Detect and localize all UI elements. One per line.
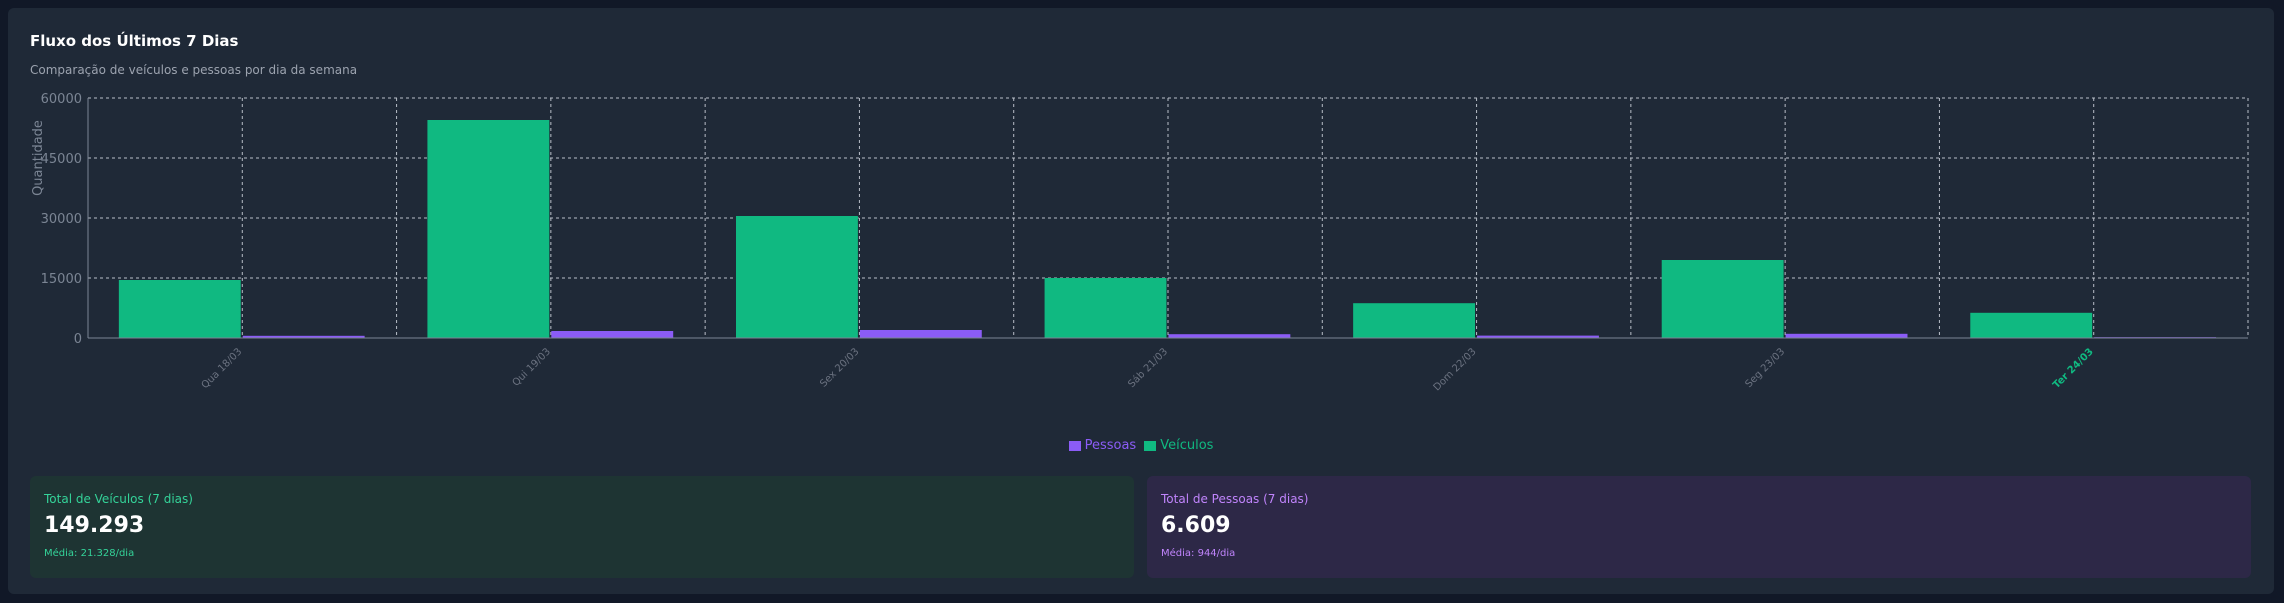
y-tick-label: 0	[74, 332, 82, 347]
vehicles-total-value: 149.293	[44, 513, 145, 538]
x-tick-label: Ter 24/03	[2051, 346, 2096, 391]
x-tick-label: Sáb 21/03	[1126, 346, 1170, 390]
vehicles-average: Média: 21.328/dia	[44, 548, 135, 559]
y-tick-label: 15000	[41, 272, 82, 287]
bar-veiculos	[427, 120, 550, 338]
people-total-value: 6.609	[1161, 513, 1231, 538]
x-tick-label: Dom 22/03	[1432, 346, 1479, 393]
x-tick-label: Qua 18/03	[200, 346, 245, 391]
chart-panel: Fluxo dos Últimos 7 Dias Comparação de v…	[8, 8, 2274, 594]
bar-pessoas	[1168, 334, 1291, 338]
people-total-label: Total de Pessoas (7 dias)	[1161, 492, 1309, 506]
bar-veiculos	[736, 216, 858, 338]
legend-label-veiculos: Veículos	[1160, 438, 1214, 453]
bar-pessoas	[1785, 333, 1908, 338]
y-tick-label: 45000	[41, 152, 82, 167]
bar-veiculos	[118, 280, 241, 338]
bar-veiculos	[1044, 278, 1167, 338]
bar-pessoas	[551, 331, 674, 338]
bar-veiculos	[1661, 260, 1784, 338]
bar-veiculos	[1970, 312, 2093, 338]
legend-item-veiculos[interactable]: Veículos	[1144, 438, 1213, 453]
y-axis-label: Quantidade	[31, 120, 46, 196]
x-tick-label: Sex 20/03	[818, 346, 861, 389]
vehicles-total-card: Total de Veículos (7 dias) 149.293 Média…	[30, 476, 1134, 578]
chart-subtitle: Comparação de veículos e pessoas por dia…	[30, 63, 358, 77]
bar-chart: 0 15000 30000 45000 60000 Qua 18/03 Qui 19/03 S…	[31, 92, 2249, 393]
x-tick-label: Seg 23/03	[1744, 346, 1788, 390]
people-total-card: Total de Pessoas (7 dias) 6.609 Média: 9…	[1147, 476, 2251, 578]
bar-pessoas	[242, 335, 365, 338]
y-tick-label: 60000	[41, 92, 82, 107]
y-tick-label: 30000	[41, 212, 82, 227]
bar-veiculos	[1353, 303, 1476, 338]
legend-swatch-pessoas	[1068, 440, 1081, 451]
people-average: Média: 944/dia	[1161, 548, 1236, 559]
bar-pessoas	[1477, 335, 1599, 338]
legend-swatch-veiculos	[1144, 440, 1157, 451]
vehicles-total-label: Total de Veículos (7 dias)	[44, 492, 193, 506]
bar-pessoas	[859, 330, 982, 338]
chart-title: Fluxo dos Últimos 7 Dias	[30, 32, 239, 50]
x-tick-label: Qui 19/03	[511, 346, 553, 388]
legend-label-pessoas: Pessoas	[1084, 438, 1137, 453]
chart-legend: Pessoas Veículos	[8, 438, 2274, 453]
legend-item-pessoas[interactable]: Pessoas	[1068, 438, 1137, 453]
